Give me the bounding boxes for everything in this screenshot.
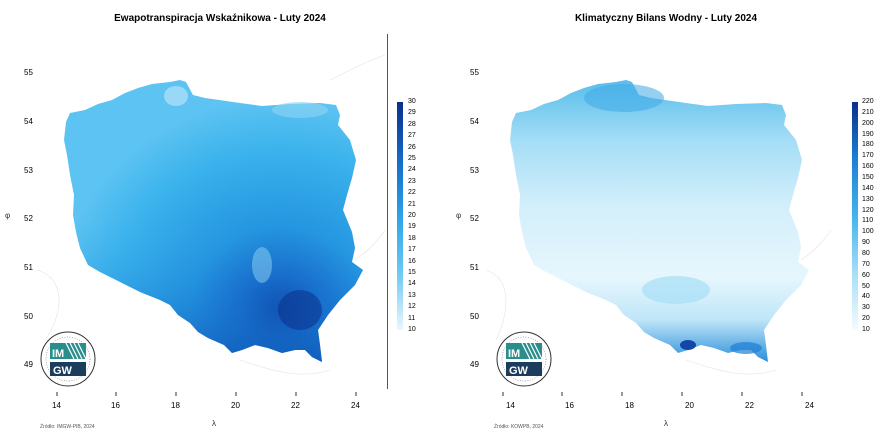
x-tick: 24: [805, 401, 814, 410]
legend-label: 14: [408, 280, 416, 288]
legend-label: 190: [862, 130, 874, 138]
source-note: Źródło: KOWPB, 2024: [494, 424, 544, 430]
legend-label: 40: [862, 293, 870, 301]
legend-label: 210: [862, 108, 874, 116]
legend-label: 24: [408, 166, 416, 174]
legend-label: 80: [862, 250, 870, 257]
legend-label: 120: [862, 206, 874, 214]
x-tick: 16: [565, 401, 574, 410]
svg-text:GW: GW: [509, 365, 529, 377]
x-tick: 18: [171, 401, 180, 410]
x-tick: 22: [745, 401, 754, 410]
legend-label: 18: [408, 234, 416, 242]
imgw-logo: IM GW: [40, 331, 96, 387]
source-note: Źródło: IMGW-PIB, 2024: [40, 424, 95, 430]
legend-label: 19: [408, 223, 416, 231]
svg-text:IM: IM: [508, 348, 520, 360]
y-tick: 53: [470, 166, 479, 175]
y-tick: 52: [24, 214, 33, 223]
x-tick: 22: [291, 401, 300, 410]
legend-label: 10: [408, 326, 416, 333]
legend-label: 170: [862, 152, 874, 160]
legend-label: 16: [408, 257, 416, 265]
legend-label: 25: [408, 155, 416, 162]
evapotranspiration-map: [36, 54, 386, 396]
legend-label: 27: [408, 132, 416, 140]
x-tick: 14: [52, 401, 61, 410]
legend-label: 28: [408, 120, 416, 128]
y-tick: 55: [24, 68, 33, 77]
color-legend: [852, 102, 858, 330]
legend-label: 30: [408, 98, 416, 105]
legend-label: 110: [862, 217, 874, 225]
y-tick: 54: [470, 117, 479, 126]
legend-label: 70: [862, 260, 870, 268]
plot-frame: [37, 34, 388, 389]
legend-label: 11: [408, 314, 416, 322]
legend-label: 13: [408, 291, 416, 299]
legend-label: 20: [408, 212, 416, 219]
x-axis-title: λ: [664, 419, 668, 428]
legend-label: 90: [862, 239, 870, 247]
x-tick: 16: [111, 401, 120, 410]
legend-label: 12: [408, 303, 416, 311]
y-axis-title: φ: [5, 211, 11, 220]
legend-label: 22: [408, 189, 416, 197]
svg-text:GW: GW: [53, 365, 73, 377]
legend-label: 30: [862, 304, 870, 312]
y-tick: 55: [470, 68, 479, 77]
legend-label: 180: [862, 141, 874, 149]
legend-label: 15: [408, 269, 416, 276]
legend-label: 29: [408, 109, 416, 117]
map-title: Ewapotranspiracja Wskaźnikowa - Luty 202…: [114, 13, 326, 24]
x-tick: 18: [625, 401, 634, 410]
y-tick: 49: [24, 360, 33, 369]
legend-label: 140: [862, 184, 874, 192]
legend-label: 60: [862, 271, 870, 279]
y-tick: 51: [24, 263, 33, 272]
legend-label: 21: [408, 200, 416, 208]
poland-shape: [510, 80, 809, 362]
legend-label: 220: [862, 98, 874, 105]
x-tick: 14: [506, 401, 515, 410]
legend-label: 17: [408, 246, 416, 254]
legend-label: 160: [862, 163, 874, 171]
evapotranspiration-panel: Ewapotranspiracja Wskaźnikowa - Luty 202…: [5, 13, 416, 430]
x-axis-title: λ: [212, 419, 216, 428]
y-tick: 50: [470, 312, 479, 321]
legend-label: 50: [862, 282, 870, 290]
x-tick: 20: [685, 401, 694, 410]
legend-label: 20: [862, 315, 870, 323]
y-axis-title: φ: [456, 211, 462, 220]
water-balance-map: [485, 80, 832, 396]
y-tick: 51: [470, 263, 479, 272]
x-tick: 20: [231, 401, 240, 410]
imgw-logo: IM GW: [496, 331, 552, 387]
y-tick: 50: [24, 312, 33, 321]
svg-text:IM: IM: [52, 348, 64, 360]
y-tick: 49: [470, 360, 479, 369]
legend-label: 100: [862, 228, 874, 236]
legend-label: 23: [408, 177, 416, 185]
map-title: Klimatyczny Bilans Wodny - Luty 2024: [574, 13, 758, 24]
legend-label: 150: [862, 174, 874, 181]
y-tick: 53: [24, 166, 33, 175]
legend-label: 10: [862, 326, 870, 333]
y-tick: 52: [470, 214, 479, 223]
x-tick: 24: [351, 401, 360, 410]
y-tick: 54: [24, 117, 33, 126]
color-legend: [397, 102, 403, 330]
legend-label: 200: [862, 119, 874, 127]
water-balance-panel: Klimatyczny Bilans Wodny - Luty 2024: [446, 0, 892, 436]
legend-label: 26: [408, 143, 416, 151]
legend-label: 130: [862, 195, 874, 203]
